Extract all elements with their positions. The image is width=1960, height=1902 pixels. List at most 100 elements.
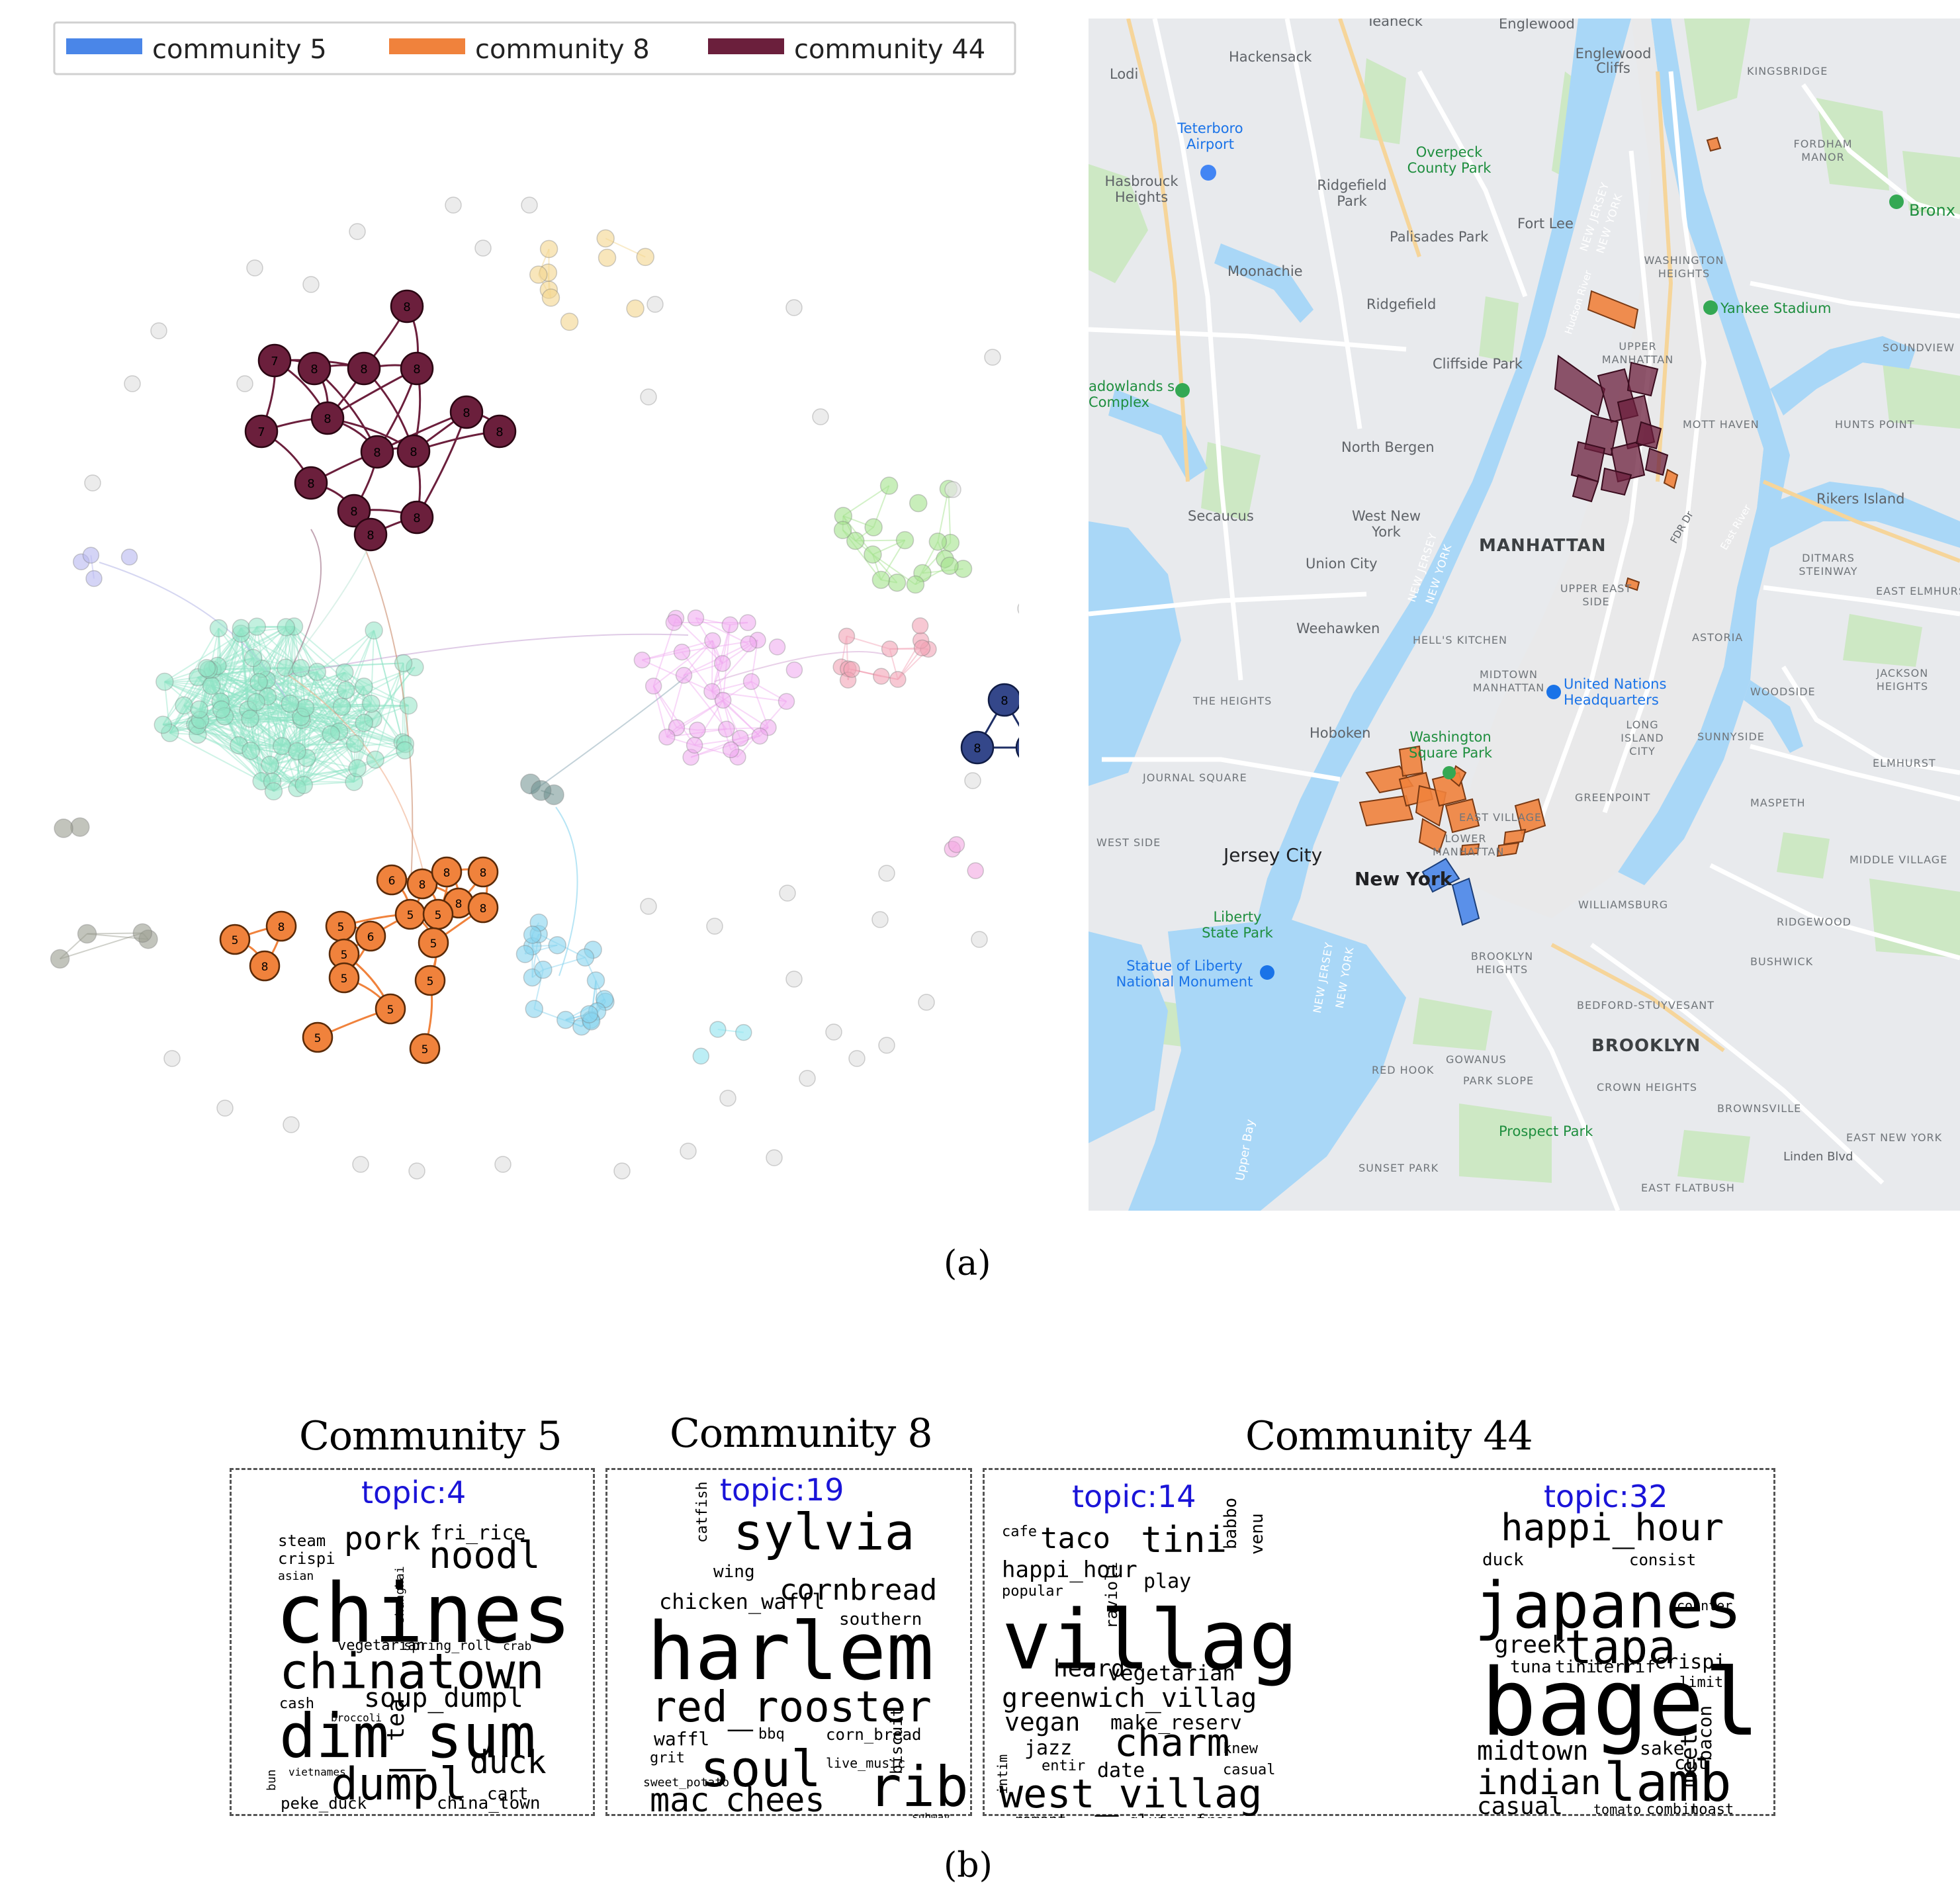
graph-edge [750,681,769,728]
grey-cluster-node [70,817,90,837]
graph-edge [199,709,283,747]
graph-edge [60,932,143,960]
pink-cluster-node [704,632,721,650]
graph-edge [375,663,404,760]
community-44-node [396,434,431,468]
cyan-cluster-node [586,971,605,990]
graph-edge [652,685,695,746]
map-label-park-slope: PARK SLOPE [1463,1074,1535,1087]
wordcloud-word: bagel [1481,1649,1760,1757]
map-label-sunnyside: SUNNYSIDE [1697,730,1765,743]
wordcloud-word: cart [487,1784,529,1804]
map-label-moonachie: Moonachie [1227,263,1303,279]
graph-edge [695,617,749,645]
graph-edge [653,640,713,687]
isolated-node [246,259,263,277]
map-label-greenpoint: GREENPOINT [1575,791,1651,804]
map-label-meadowlands: adowlands s Complex [1089,378,1175,410]
slate-cluster-node [530,780,552,801]
community-44-node-label: 8 [410,445,417,459]
graph-edge [723,699,760,737]
graph-edge [250,733,332,752]
wordcloud-word: tapa [1564,1620,1676,1674]
graph-edge [714,651,887,682]
isolated-node [445,196,462,214]
pink-cluster-node [751,727,768,745]
wordcloud-word: chees [725,1781,825,1818]
graph-edge [169,709,249,734]
wordcloud-word: cornbread [780,1573,937,1607]
pink-cluster-node [645,677,662,695]
pink-cluster-node [633,651,651,669]
teal-cluster-node [348,759,367,777]
un-pin-icon [1546,685,1561,699]
isolated-node [474,239,492,257]
pink-cluster-node [686,736,703,754]
teal-cluster-node [294,775,313,795]
map-label-mott-haven: MOTT HAVEN [1683,418,1760,431]
map-label-west-new-york: West New York [1351,508,1421,540]
community-8-node-label: 5 [341,973,348,986]
isolated-node [640,388,657,406]
community-44-node-label: 8 [463,406,470,420]
community-8-node-label: 5 [422,1043,429,1057]
community-8-node-label: 8 [261,961,269,974]
teal-cluster-node [212,700,231,719]
green-cluster-node [833,521,852,539]
bronx-zoo-pin-icon [1889,195,1904,209]
isolated-node [236,375,253,392]
community-8-node [265,910,297,942]
community-8-node-label: 5 [337,921,345,934]
wordcloud-word: cafe [1002,1524,1037,1540]
map-label-fort-lee: Fort Lee [1517,216,1574,232]
graph-edge [240,633,251,751]
map-label-ridgefield-park: Ridgefield Park [1317,177,1387,209]
cyan-cluster-node [557,1010,575,1029]
wordcloud-word: casual [1477,1793,1563,1818]
graph-edge [217,665,286,669]
graph-edge [238,668,302,746]
isolated-node [812,408,829,425]
cyan-cluster-node [580,1005,599,1023]
cyan-cluster-node [525,1000,544,1018]
graph-edge [197,734,304,786]
isolated-node [878,1037,895,1054]
isolated-node [785,299,803,316]
teal-cluster-node [202,676,221,695]
teal-cluster-node [175,696,193,715]
isolated-node [825,1023,842,1041]
yellow-cluster-node [626,299,645,318]
pink-cluster-node [687,609,705,627]
graph-edge [304,707,355,783]
wordcloud-word: knew [1223,1741,1259,1757]
community-44-node [400,500,434,535]
wordcloud-word: heard [1053,1655,1125,1682]
teal-cluster-node [308,662,327,681]
graph-edge [316,671,340,732]
pink-cluster-node [714,691,732,709]
graph-edge [221,709,301,718]
orchid-cluster-node [967,862,984,879]
green-cluster-node [895,531,914,550]
teal-cluster-node [332,697,351,716]
wordcloud-word: chinatown [279,1643,545,1700]
graph-edge [343,671,365,724]
wordcloud-word: vegan [1004,1707,1080,1737]
community-44-edge [416,411,468,518]
graph-edge [676,699,724,728]
wordcloud-word: red_rooster [651,1683,932,1732]
graph-edge [287,529,322,675]
graph-edge [281,626,295,746]
teal-cluster-node [355,677,373,696]
graph-edge [683,675,727,730]
grey-cluster-node [54,818,73,838]
map-label-jackson-heights: JACKSON HEIGHTS [1876,667,1929,693]
wordcloud-word: waffl [654,1728,709,1750]
graph-edge [370,630,375,704]
graph-edge [937,488,950,542]
pink-cluster-node [732,730,749,747]
community-8-node-label: 8 [480,902,487,916]
community-8-node [376,864,408,896]
graph-edge [296,671,345,752]
graph-edge [285,627,340,732]
